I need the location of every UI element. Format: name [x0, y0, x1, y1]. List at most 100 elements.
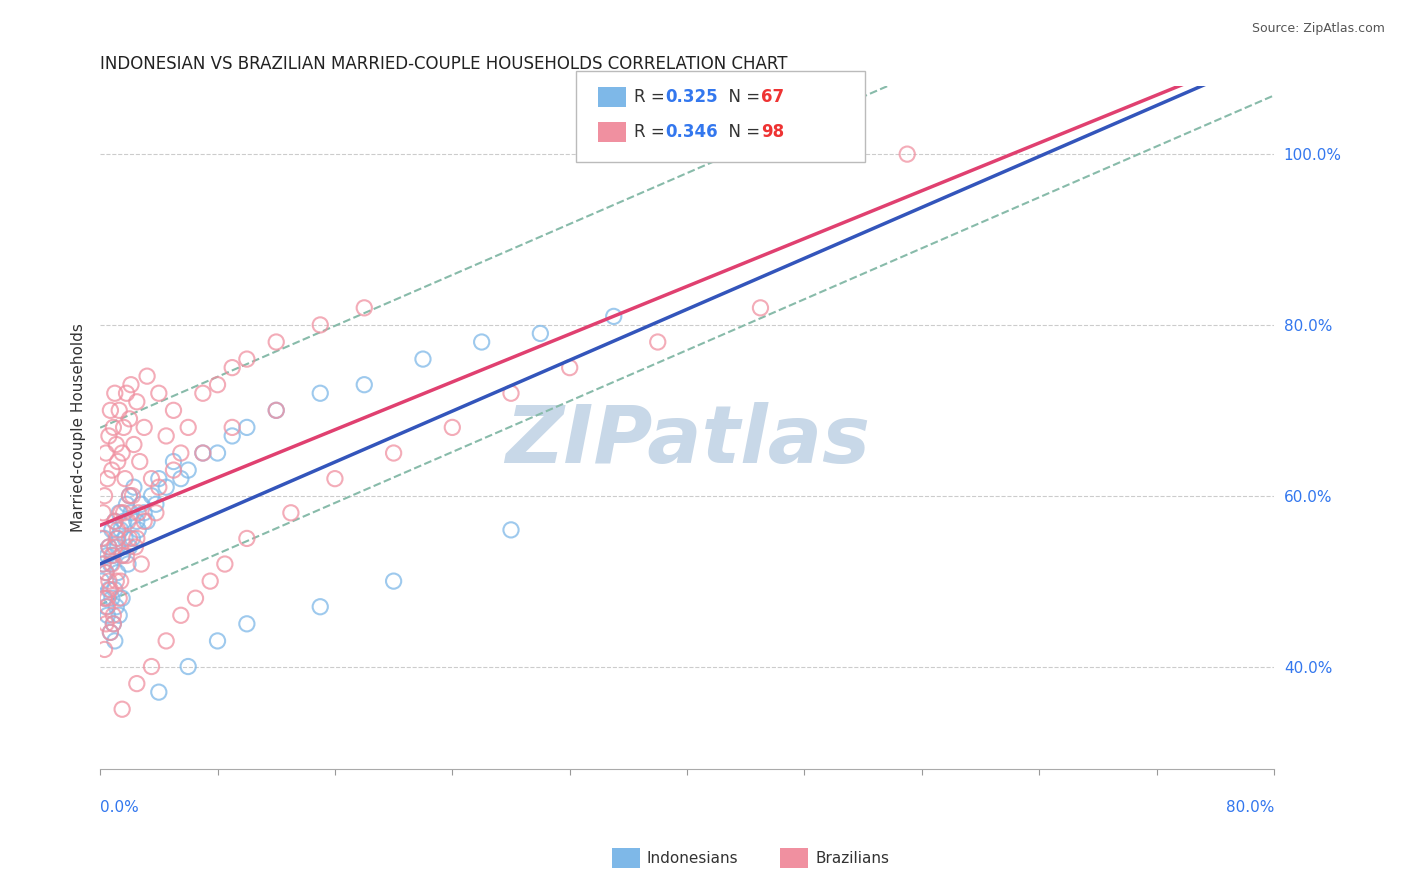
Point — [118, 489, 141, 503]
Point — [105, 574, 128, 588]
Point — [111, 549, 134, 563]
Point — [122, 480, 145, 494]
Point — [94, 566, 117, 580]
Point — [128, 454, 150, 468]
Point — [558, 360, 581, 375]
Text: Indonesians: Indonesians — [647, 851, 738, 865]
Point — [103, 549, 125, 563]
Point — [103, 608, 125, 623]
Point — [162, 454, 184, 468]
Point — [94, 599, 117, 614]
Point — [236, 616, 259, 631]
Point — [110, 506, 132, 520]
Point — [120, 377, 142, 392]
Point — [90, 574, 112, 588]
Point — [90, 532, 112, 546]
Point — [114, 532, 136, 546]
Point — [177, 659, 200, 673]
Point — [108, 591, 131, 606]
Point — [141, 472, 163, 486]
Point — [91, 557, 114, 571]
Point — [125, 676, 148, 690]
Point — [236, 532, 259, 546]
Point — [117, 514, 139, 528]
Point — [104, 582, 127, 597]
Point — [93, 489, 115, 503]
Point — [96, 591, 118, 606]
Point — [100, 582, 122, 597]
Point — [148, 472, 170, 486]
Text: R =: R = — [634, 88, 671, 106]
Point — [136, 514, 159, 528]
Point — [108, 608, 131, 623]
Point — [117, 557, 139, 571]
Point — [155, 480, 177, 494]
Point — [264, 334, 287, 349]
Point — [207, 634, 229, 648]
Point — [155, 429, 177, 443]
Point — [141, 659, 163, 673]
Point — [309, 386, 332, 401]
Point — [191, 386, 214, 401]
Point — [93, 591, 115, 606]
Point — [118, 489, 141, 503]
Point — [127, 523, 149, 537]
Point — [145, 506, 167, 520]
Point — [96, 549, 118, 563]
Point — [125, 514, 148, 528]
Point — [100, 403, 122, 417]
Point — [896, 147, 918, 161]
Point — [162, 403, 184, 417]
Point — [162, 463, 184, 477]
Point — [104, 386, 127, 401]
Point — [112, 420, 135, 434]
Point — [94, 616, 117, 631]
Point — [221, 420, 243, 434]
Point — [118, 532, 141, 546]
Point — [323, 472, 346, 486]
Point — [191, 446, 214, 460]
Point — [104, 514, 127, 528]
Point — [603, 310, 626, 324]
Point — [221, 429, 243, 443]
Point — [93, 642, 115, 657]
Point — [121, 532, 143, 546]
Text: Brazilians: Brazilians — [815, 851, 890, 865]
Point — [103, 616, 125, 631]
Point — [198, 574, 221, 588]
Point — [382, 446, 405, 460]
Point — [111, 591, 134, 606]
Point — [115, 497, 138, 511]
Point — [100, 557, 122, 571]
Point — [107, 523, 129, 537]
Point — [91, 506, 114, 520]
Point — [108, 403, 131, 417]
Point — [134, 420, 156, 434]
Text: R =: R = — [634, 123, 671, 141]
Point — [499, 523, 522, 537]
Text: N =: N = — [718, 123, 766, 141]
Point — [104, 540, 127, 554]
Point — [112, 506, 135, 520]
Point — [108, 506, 131, 520]
Point — [91, 557, 114, 571]
Point — [104, 634, 127, 648]
Point — [97, 582, 120, 597]
Point — [148, 685, 170, 699]
Point — [103, 616, 125, 631]
Point — [221, 360, 243, 375]
Point — [112, 514, 135, 528]
Text: 0.325: 0.325 — [665, 88, 717, 106]
Text: 0.346: 0.346 — [665, 123, 717, 141]
Point — [280, 506, 302, 520]
Point — [101, 557, 124, 571]
Text: INDONESIAN VS BRAZILIAN MARRIED-COUPLE HOUSEHOLDS CORRELATION CHART: INDONESIAN VS BRAZILIAN MARRIED-COUPLE H… — [100, 55, 787, 73]
Text: N =: N = — [718, 88, 766, 106]
Point — [110, 523, 132, 537]
Point — [136, 369, 159, 384]
Point — [121, 489, 143, 503]
Point — [105, 599, 128, 614]
Point — [96, 472, 118, 486]
Point — [170, 608, 193, 623]
Point — [177, 463, 200, 477]
